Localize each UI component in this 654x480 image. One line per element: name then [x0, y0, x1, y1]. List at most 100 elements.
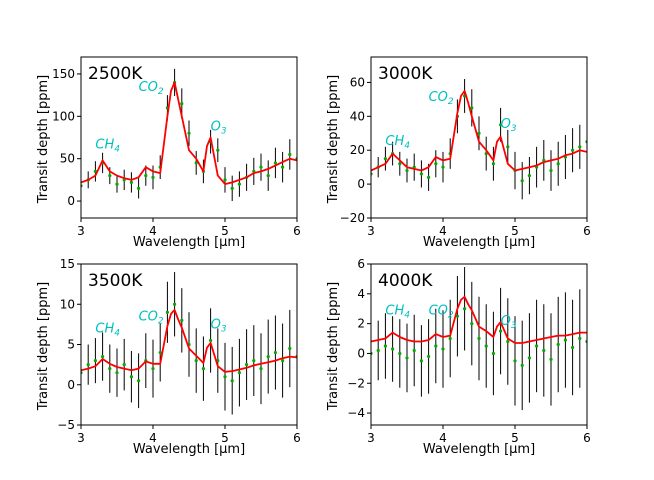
- molecule-annotations: CH4 CO2 O3: [385, 90, 516, 151]
- plot-area: 3 4 5 6 0 50 100 150: [52, 56, 301, 238]
- x-tick-label: 3: [77, 431, 85, 445]
- y-tick-label: 5: [67, 338, 75, 352]
- data-point: [542, 348, 546, 353]
- data-point: [259, 367, 263, 371]
- data-point: [455, 314, 459, 318]
- x-tick-label: 4: [439, 431, 447, 445]
- x-tick-label: 3: [367, 431, 375, 445]
- data-point: [209, 338, 213, 343]
- x-tick-label: 5: [511, 431, 519, 445]
- data-point: [223, 178, 227, 182]
- data-point: [556, 342, 560, 347]
- data-point: [288, 152, 292, 157]
- panel-title: 3500K: [88, 271, 143, 291]
- x-tick-label: 6: [583, 224, 591, 238]
- data-point: [427, 175, 431, 179]
- data-point: [245, 363, 249, 367]
- data-point: [419, 172, 423, 176]
- data-point: [201, 367, 205, 371]
- data-point: [230, 379, 234, 383]
- panel-title: 3000K: [378, 64, 433, 84]
- annotation-co2: CO2: [139, 309, 164, 326]
- annotation-ch4: CH4: [385, 134, 410, 151]
- annotation-co2: CO2: [429, 304, 454, 321]
- data-point: [412, 348, 416, 353]
- molecule-annotations: CH4 CO2 O3: [95, 309, 226, 338]
- data-point: [427, 354, 431, 359]
- y-tick-label: 100: [52, 109, 75, 123]
- data-point: [556, 162, 560, 166]
- data-point: [398, 351, 402, 356]
- data-point: [563, 338, 568, 342]
- data-point: [180, 102, 184, 106]
- y-tick-label: 50: [60, 152, 75, 166]
- y-tick-label: −5: [57, 418, 75, 432]
- model-line: [371, 90, 587, 172]
- y-axis-label: Transit depth [ppm]: [36, 75, 51, 204]
- data-point: [520, 363, 524, 367]
- data-point: [527, 174, 532, 178]
- panel-3500k: 3 4 5 6 −5 0 5 10 15 3500K Wavelength [μm] Trans…: [36, 257, 301, 457]
- y-tick-label: 60: [350, 75, 365, 89]
- y-axis-label: Transit depth [ppm]: [36, 282, 51, 411]
- data-point: [230, 186, 234, 190]
- data-point: [506, 339, 510, 344]
- x-axis-label: Wavelength [μm]: [423, 442, 535, 457]
- panel-2500k: 3 4 5 6 0 50 100 150 2500K Wavelength [μm] Tran…: [36, 56, 301, 250]
- y-tick-label: −2: [347, 376, 365, 390]
- data-point: [281, 165, 285, 169]
- data-point: [115, 182, 119, 186]
- plot-area: 3 4 5 6 −5 0 5 10 15: [57, 257, 301, 445]
- y-tick-label: 20: [350, 143, 365, 157]
- data-point: [151, 175, 155, 179]
- data-point: [470, 106, 474, 110]
- data-point: [129, 180, 133, 185]
- data-point: [499, 123, 503, 127]
- y-tick-label: 0: [67, 194, 75, 208]
- x-tick-label: 4: [149, 224, 157, 238]
- data-point: [448, 336, 452, 341]
- data-point: [383, 157, 387, 161]
- y-tick-label: 0: [357, 177, 365, 191]
- y-tick-label: 6: [357, 257, 365, 271]
- data-point: [578, 336, 582, 341]
- x-tick-label: 4: [439, 224, 447, 238]
- data-point: [549, 357, 553, 362]
- x-tick-label: 5: [221, 431, 229, 445]
- y-tick-label: 150: [52, 67, 75, 81]
- plot-area: 3 4 5 6 −20 0 20 40 60: [340, 56, 591, 238]
- y-tick-label: 40: [350, 109, 365, 123]
- data-point: [266, 354, 270, 359]
- data-point: [405, 168, 409, 173]
- data-point: [376, 348, 380, 353]
- annotation-o3: O3: [501, 117, 517, 134]
- model-line: [81, 309, 297, 373]
- data-point: [158, 350, 162, 355]
- data-point: [463, 307, 467, 311]
- data-point: [506, 145, 510, 149]
- data-point: [180, 318, 184, 322]
- data-point: [93, 359, 97, 363]
- data-point: [86, 363, 90, 367]
- plot-area: 3 4 5 6 −4 −2 0 2 4 6: [347, 257, 591, 445]
- data-point: [129, 375, 133, 379]
- data-point: [477, 336, 481, 341]
- data-point: [273, 161, 277, 165]
- x-tick-label: 6: [293, 431, 301, 445]
- axes-frame: [370, 263, 588, 426]
- data-layer: [81, 68, 297, 202]
- data-point: [499, 329, 503, 333]
- panel-title: 2500K: [88, 64, 143, 84]
- data-layer: [371, 79, 587, 200]
- data-point: [194, 359, 198, 363]
- data-point: [383, 344, 387, 348]
- data-point: [281, 359, 285, 363]
- x-tick-label: 5: [221, 224, 229, 238]
- y-tick-label: 0: [357, 346, 365, 360]
- data-point: [122, 363, 126, 367]
- annotation-o3: O3: [211, 120, 227, 137]
- axes-frame: [370, 56, 588, 219]
- data-point: [108, 367, 112, 371]
- data-layer: [371, 266, 587, 411]
- annotation-o3: O3: [211, 317, 227, 334]
